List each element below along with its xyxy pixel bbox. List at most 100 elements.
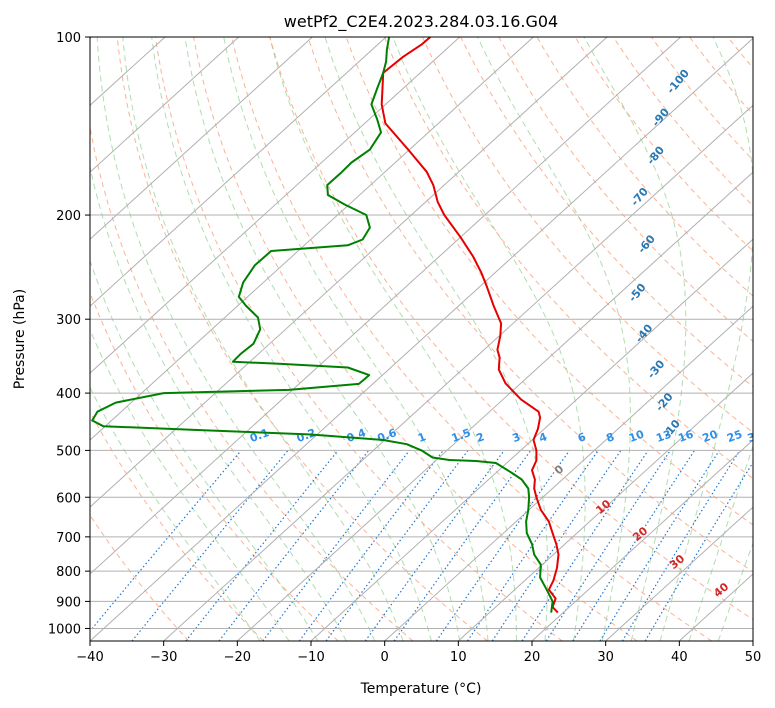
y-tick-label: 300 — [56, 313, 81, 328]
dry-adiabat — [269, 37, 753, 621]
dry-adiabat — [154, 37, 563, 641]
isotherm-30 — [605, 506, 753, 641]
mixing-ratio-label: 25 — [725, 428, 744, 445]
dry-adiabat — [307, 37, 753, 573]
y-axis-ticks: 100 200 300 400 500 600 700 800 900 1000 — [48, 31, 90, 637]
isotherm--100 — [90, 37, 313, 240]
series-dewpoint — [91, 37, 554, 613]
mixing-ratio-label: 3 — [511, 430, 523, 445]
x-tick-label: 20 — [524, 650, 541, 665]
isotherm-20 — [531, 439, 753, 641]
dry-adiabat — [116, 37, 488, 641]
mixing-ratio-label: 0.2 — [295, 426, 318, 445]
y-tick-label: 900 — [56, 595, 81, 610]
dry-adiabat — [90, 514, 190, 641]
y-tick-label: 400 — [56, 387, 81, 402]
mixing-ratio-line — [364, 450, 505, 641]
dry-adiabat — [536, 37, 753, 297]
mixing-ratio-line — [521, 450, 649, 641]
moist-adiabat — [184, 37, 461, 641]
y-tick-label: 100 — [56, 31, 81, 46]
isotherm--110 — [90, 37, 240, 173]
y-axis-label: Pressure (hPa) — [12, 289, 28, 389]
mixing-ratio-line — [325, 450, 469, 641]
mixing-ratio-line — [572, 450, 696, 641]
mixing-ratio-label: 0.1 — [248, 426, 271, 445]
mixing-ratio-label: 1 — [416, 430, 428, 445]
x-tick-label: 30 — [597, 650, 614, 665]
series-temperature — [380, 37, 560, 614]
isotherm-0 — [384, 305, 753, 641]
moist-adiabats — [90, 37, 753, 641]
moist-adiabat — [90, 164, 347, 641]
isotherm-10 — [457, 372, 753, 641]
isotherm--50 — [90, 37, 682, 575]
background-line-labels: 0.10.20.40.611.52346810131620253036-100-… — [248, 67, 765, 600]
mixing-ratio-line — [298, 450, 444, 641]
x-tick-label: 40 — [671, 650, 688, 665]
moist-adiabat — [717, 542, 753, 641]
mixing-ratio-line — [466, 450, 599, 641]
x-tick-label: 50 — [745, 650, 762, 665]
mixing-ratio-line — [131, 450, 289, 641]
mixing-ratio-label: 20 — [701, 427, 720, 445]
dry-adiabat — [90, 291, 339, 641]
mixing-ratio-label: 13 — [654, 428, 673, 445]
x-tick-label: −40 — [76, 650, 103, 665]
plot-area: 0.10.20.40.611.52346810131620253036-100-… — [90, 37, 765, 641]
moist-adiabat — [151, 37, 432, 641]
y-tick-label: 200 — [56, 209, 81, 224]
sounding-profiles — [91, 37, 560, 614]
mixing-ratio-line — [491, 450, 622, 641]
mixing-ratio-line — [621, 450, 741, 641]
moist-adiabat — [269, 37, 517, 641]
moist-adiabat — [476, 37, 631, 641]
mixing-ratio-label: 6 — [576, 430, 588, 445]
isotherm--30 — [163, 104, 753, 641]
y-tick-label: 500 — [56, 444, 81, 459]
skewed-isotherms — [90, 37, 753, 641]
mixing-ratio-line — [545, 450, 671, 641]
moist-adiabat — [659, 37, 753, 641]
moist-adiabat — [90, 259, 319, 641]
isotherm--60 — [90, 37, 608, 508]
x-tick-label: −20 — [224, 650, 251, 665]
x-tick-label: 0 — [381, 650, 389, 665]
mixing-ratio-label: 16 — [676, 427, 695, 445]
isotherm--10 — [310, 238, 753, 641]
mixing-ratio-label: 8 — [604, 430, 616, 445]
isotherm--90 — [90, 37, 387, 307]
isotherm--20 — [236, 171, 753, 641]
dry-adiabat — [498, 37, 753, 343]
moist-adiabat — [96, 37, 376, 641]
y-tick-label: 700 — [56, 531, 81, 546]
moist-adiabat — [90, 386, 261, 641]
mixing-ratio-line — [185, 450, 339, 641]
dry-adiabat — [90, 410, 264, 641]
moist-adiabat — [583, 37, 687, 641]
y-tick-label: 600 — [56, 491, 81, 506]
isotherm--40 — [90, 37, 753, 641]
moist-adiabat — [122, 37, 404, 641]
mixing-ratio-label: 10 — [627, 427, 646, 445]
x-axis-label: Temperature (°C) — [360, 681, 482, 697]
isotherm--80 — [90, 37, 461, 374]
mixing-ratio-label: 1.5 — [450, 426, 473, 445]
mixing-ratio-label: 4 — [537, 430, 549, 445]
mixing-ratio-label: 0.4 — [345, 426, 368, 445]
mixing-ratio-line — [262, 450, 410, 641]
y-tick-label: 800 — [56, 565, 81, 580]
x-axis-ticks: −40 −30 −20 −10 0 10 20 30 40 50 — [76, 641, 761, 665]
isotherm--70 — [90, 37, 534, 441]
x-tick-label: −30 — [150, 650, 177, 665]
moist-adiabat — [688, 444, 753, 641]
x-tick-label: −10 — [297, 650, 324, 665]
moist-adiabat — [324, 37, 549, 641]
moist-adiabat — [90, 328, 290, 641]
mixing-ratio-line — [435, 450, 571, 641]
dry-adiabat — [193, 37, 638, 641]
mixing-ratio-label: 30 — [746, 427, 765, 445]
x-tick-label: 10 — [450, 650, 467, 665]
